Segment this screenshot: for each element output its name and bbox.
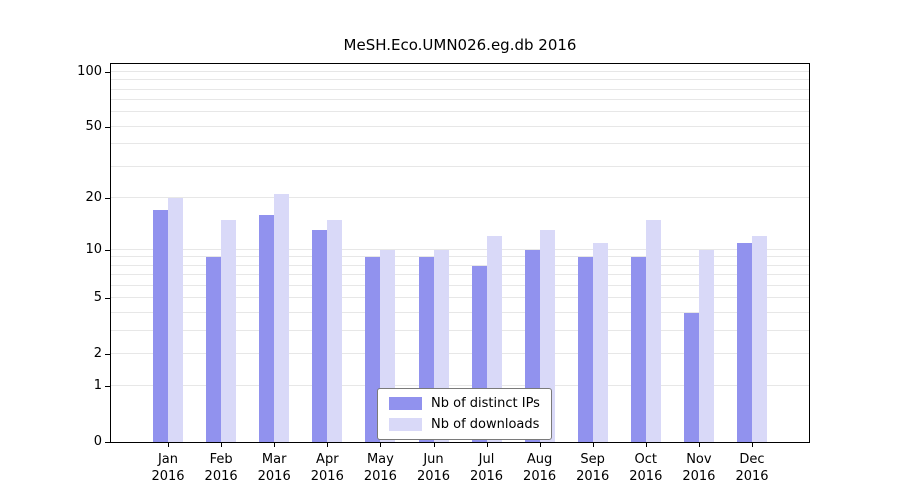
- y-tick-mark: [105, 197, 110, 199]
- bar-downloads: [752, 236, 767, 442]
- gridline: [111, 329, 809, 331]
- gridline: [111, 352, 809, 354]
- x-tick-label: Jul 2016: [469, 452, 504, 484]
- x-tick-label: May 2016: [363, 452, 397, 484]
- gridline: [111, 99, 809, 101]
- gridline: [111, 165, 809, 167]
- y-tick-label: 1: [93, 378, 102, 394]
- bar-distinct-ips: [365, 257, 381, 442]
- legend: Nb of distinct IPs Nb of downloads: [377, 388, 552, 440]
- bar-distinct-ips: [153, 210, 168, 442]
- y-tick-label: 50: [85, 118, 102, 134]
- bar-distinct-ips: [206, 257, 222, 442]
- gridline: [111, 385, 809, 387]
- y-tick-label: 2: [93, 345, 102, 361]
- bar-downloads: [698, 249, 714, 442]
- bar-distinct-ips: [312, 230, 328, 442]
- gridline: [111, 196, 809, 198]
- x-tick-mark: [539, 443, 541, 447]
- x-tick-mark: [221, 443, 223, 447]
- y-tick-label: 100: [77, 64, 102, 79]
- x-tick-label: Aug 2016: [523, 452, 557, 484]
- x-tick-label: Jun 2016: [416, 452, 451, 484]
- y-tick-mark: [105, 249, 110, 251]
- y-tick-mark: [105, 126, 110, 128]
- bar-distinct-ips: [577, 257, 593, 442]
- x-tick-mark: [752, 443, 753, 447]
- gridline: [111, 79, 809, 81]
- bar-distinct-ips: [683, 313, 699, 442]
- legend-swatch-downloads: [389, 418, 422, 431]
- legend-item-downloads: Nb of downloads: [389, 417, 540, 432]
- x-tick-mark: [698, 443, 700, 447]
- bar-distinct-ips: [630, 257, 646, 442]
- y-tick-mark: [105, 353, 110, 355]
- x-tick-mark: [327, 443, 329, 447]
- bar-downloads: [274, 194, 290, 442]
- gridline: [111, 274, 809, 276]
- bar-downloads: [327, 219, 343, 442]
- x-tick-label: Nov 2016: [682, 452, 716, 484]
- x-tick-mark: [592, 443, 594, 447]
- y-tick-label: 10: [85, 241, 102, 257]
- x-tick-label: Jan 2016: [151, 452, 185, 484]
- bar-downloads: [168, 197, 183, 442]
- bar-distinct-ips: [259, 214, 275, 442]
- legend-label-distinct-ips: Nb of distinct IPs: [431, 396, 540, 411]
- x-tick-mark: [274, 443, 276, 447]
- x-tick-mark: [433, 443, 435, 447]
- gridline: [111, 248, 809, 250]
- gridline: [111, 143, 809, 145]
- x-tick-label: Sep 2016: [576, 452, 610, 484]
- gridline: [111, 88, 809, 90]
- legend-item-distinct-ips: Nb of distinct IPs: [389, 396, 540, 411]
- gridline: [111, 312, 809, 313]
- y-tick-mark: [105, 386, 110, 388]
- gridline: [111, 256, 809, 258]
- x-tick-label: Apr 2016: [310, 452, 344, 484]
- x-tick-label: Oct 2016: [629, 452, 663, 484]
- y-tick-label: 20: [85, 189, 102, 205]
- y-tick-mark: [105, 298, 110, 300]
- x-tick-label: Dec 2016: [735, 452, 769, 484]
- bar-downloads: [592, 242, 608, 442]
- y-tick-label: 0: [93, 434, 102, 449]
- x-tick-mark: [645, 443, 647, 447]
- legend-label-downloads: Nb of downloads: [431, 417, 540, 432]
- bar-distinct-ips: [737, 242, 752, 442]
- bar-downloads: [221, 219, 237, 442]
- gridline: [111, 264, 809, 266]
- x-tick-mark: [168, 443, 169, 447]
- plot-area: [110, 63, 810, 443]
- gridline: [111, 297, 809, 299]
- x-tick-mark: [380, 443, 382, 447]
- legend-swatch-distinct-ips: [389, 397, 422, 410]
- x-tick-mark: [486, 443, 488, 447]
- x-tick-label: Mar 2016: [257, 452, 291, 484]
- gridline: [111, 125, 809, 127]
- y-tick-label: 5: [93, 290, 102, 306]
- gridline: [111, 111, 809, 113]
- y-tick-mark: [105, 442, 110, 443]
- gridline: [111, 71, 809, 72]
- y-tick-mark: [105, 72, 110, 73]
- bar-downloads: [645, 219, 661, 442]
- x-tick-label: Feb 2016: [204, 452, 238, 484]
- gridline: [111, 285, 809, 286]
- chart-title: MeSH.Eco.UMN026.eg.db 2016: [343, 36, 577, 54]
